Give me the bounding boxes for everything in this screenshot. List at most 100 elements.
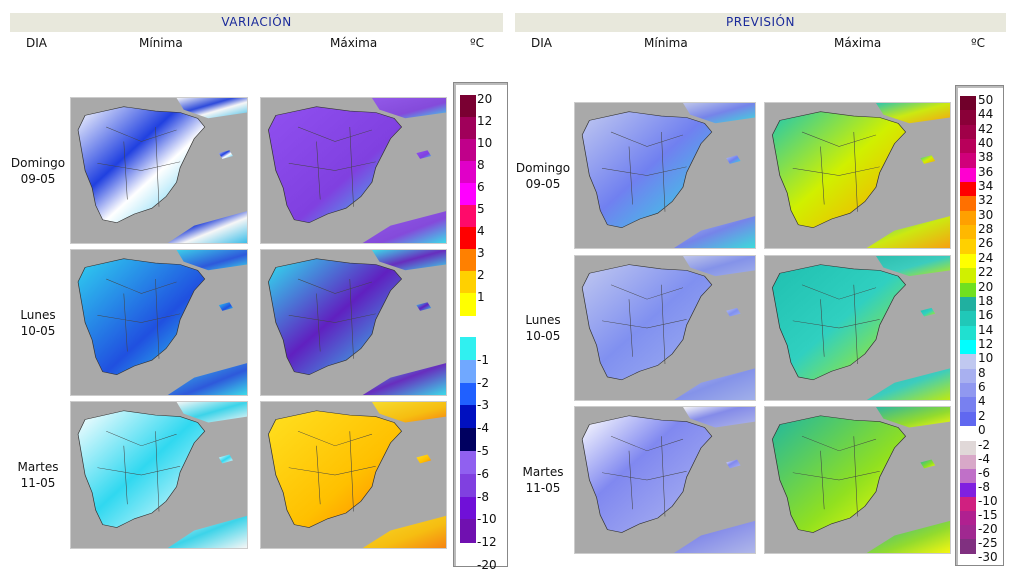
variacion-legend: 20 12 10 8 6 5 4 3 2 1 -1 -2 -3 -4 -5 -6 -8 -10 -12 -20 — [453, 82, 508, 571]
africa-landmass — [167, 515, 247, 548]
legend-swatch — [960, 339, 976, 355]
legend-swatch — [960, 110, 976, 126]
legend-label: -5 — [477, 444, 489, 458]
legend-swatch — [960, 411, 976, 427]
day-label: Martes 11-05 — [8, 459, 68, 491]
legend-swatch — [960, 311, 976, 327]
legend-label: 3 — [477, 246, 485, 260]
prevision-col-maxima: Máxima — [834, 36, 882, 50]
iberia-landmass — [581, 415, 713, 533]
legend-swatch — [960, 124, 976, 140]
legend-label: -8 — [477, 489, 489, 504]
legend-swatch — [960, 382, 976, 398]
day-name: Martes — [522, 465, 564, 479]
legend-swatch — [960, 182, 976, 197]
day-name: Domingo — [515, 161, 571, 175]
variacion-maxima-map — [260, 249, 447, 396]
legend-label: 10 — [978, 351, 994, 366]
legend-label: 12 — [477, 114, 493, 128]
legend-swatch — [960, 253, 976, 269]
balearic-islands — [726, 459, 741, 469]
legend-label: -10 — [978, 494, 998, 508]
legend-swatch — [960, 96, 976, 111]
legend-label: -6 — [978, 466, 990, 480]
africa-landmass — [866, 216, 950, 248]
balearic-islands — [218, 302, 233, 311]
prevision-legend: 50 44 42 40 38 36 34 32 30 28 26 24 22 20 18 16 14 12 10 8 6… — [955, 85, 1004, 566]
legend-label: 5 — [477, 202, 485, 216]
legend-swatch — [460, 496, 476, 520]
france-landmass — [876, 103, 950, 124]
legend-swatch — [460, 117, 476, 140]
legend-swatch — [460, 451, 476, 475]
prevision-minima-map — [574, 102, 756, 249]
iberia-landmass — [77, 410, 206, 528]
iberia-landmass — [77, 258, 206, 376]
africa-landmass — [866, 368, 950, 400]
legend-swatch — [460, 249, 476, 272]
legend-swatch — [960, 239, 976, 255]
legend-swatch — [960, 167, 976, 183]
prevision-col-minima: Mínima — [644, 36, 688, 50]
france-landmass — [876, 407, 950, 428]
legend-label: -2 — [477, 375, 489, 390]
balearic-islands — [416, 302, 432, 311]
variacion-col-dia: DIA — [26, 36, 47, 50]
day-date: 11-05 — [525, 481, 561, 495]
balearic-islands — [416, 150, 432, 159]
africa-landmass — [167, 363, 247, 395]
legend-label: -2 — [978, 438, 990, 452]
france-landmass — [372, 250, 446, 271]
provinces-outline — [601, 284, 687, 365]
day-name: Lunes — [525, 313, 561, 327]
legend-label: -20 — [978, 522, 998, 536]
day-label: Lunes 10-05 — [513, 312, 573, 344]
legend-swatch — [960, 325, 976, 341]
balearic-islands — [920, 155, 936, 164]
legend-swatch — [960, 455, 976, 470]
legend-swatch — [460, 95, 476, 118]
legend-swatch — [960, 483, 976, 498]
legend-label: 1 — [477, 290, 485, 304]
africa-landmass — [362, 363, 446, 395]
legend-label: 36 — [978, 164, 994, 179]
legend-label: 8 — [978, 365, 986, 380]
legend-label: 14 — [978, 322, 994, 337]
legend-label: 0 — [978, 423, 986, 437]
legend-swatch — [960, 139, 976, 154]
iberia-landmass — [772, 111, 907, 229]
legend-swatch — [960, 511, 976, 526]
africa-landmass — [362, 211, 446, 243]
legend-label: 50 — [978, 93, 994, 107]
africa-landmass — [362, 515, 446, 548]
iberia-landmass — [772, 264, 907, 381]
variacion-minima-map — [70, 401, 248, 549]
legend-label: -6 — [477, 466, 489, 481]
legend-swatch — [460, 359, 476, 384]
iberia-landmass — [772, 415, 907, 533]
balearic-islands — [416, 454, 432, 464]
iberia-landmass — [268, 106, 403, 224]
legend-label: -4 — [477, 421, 489, 436]
legend-swatch — [960, 296, 976, 312]
variacion-minima-map — [70, 97, 248, 244]
legend-label: 42 — [978, 121, 994, 136]
legend-swatch — [960, 225, 976, 240]
legend-swatch — [960, 268, 976, 284]
provinces-outline — [601, 436, 687, 517]
balearic-islands — [726, 155, 741, 164]
legend-label: 2 — [477, 268, 485, 282]
legend-swatch — [960, 497, 976, 512]
legend-label: 10 — [477, 136, 493, 150]
legend-label: 20 — [477, 92, 493, 106]
variacion-maxima-map — [260, 401, 447, 549]
legend-label: -8 — [978, 480, 990, 494]
legend-label: -20 — [477, 558, 497, 572]
day-date: 11-05 — [20, 476, 56, 490]
prevision-maxima-map — [764, 406, 951, 554]
day-date: 10-05 — [525, 329, 561, 343]
africa-landmass — [674, 368, 755, 400]
legend-swatch — [460, 227, 476, 250]
legend-swatch — [960, 153, 976, 169]
legend-swatch — [460, 293, 476, 316]
